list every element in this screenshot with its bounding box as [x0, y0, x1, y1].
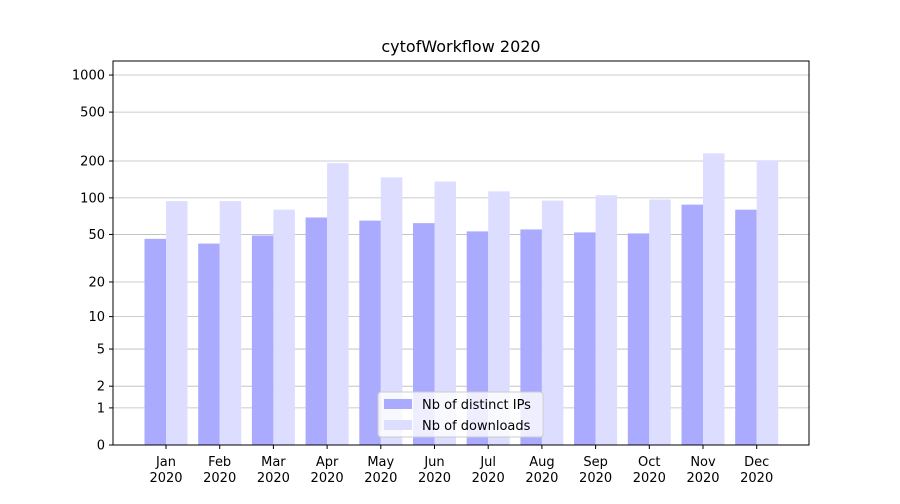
bar: [574, 232, 596, 445]
bar: [520, 229, 542, 445]
bar: [198, 243, 220, 445]
x-tick-label: Jul 2020: [472, 455, 505, 486]
chart-title: cytofWorkflow 2020: [381, 37, 540, 56]
x-tick-label: May 2020: [364, 455, 397, 486]
bar: [756, 160, 779, 446]
bar: [219, 201, 242, 445]
y-tick-label: 20: [88, 275, 105, 290]
bar: [327, 163, 349, 446]
bar: [434, 181, 456, 445]
legend: Nb of distinct IPs Nb of downloads: [377, 391, 544, 438]
y-tick-label: 0: [97, 439, 105, 454]
legend-label: Nb of downloads: [422, 419, 531, 434]
x-tick-label: Feb 2020: [203, 455, 236, 486]
bar: [649, 199, 671, 445]
legend-swatch: [384, 399, 412, 409]
bar: [251, 235, 274, 445]
x-tick-label: Jun 2020: [418, 455, 451, 486]
bar: [273, 209, 295, 445]
bar: [305, 217, 328, 445]
y-tick-label: 1000: [72, 69, 105, 84]
y-tick-label: 2: [97, 380, 105, 395]
y-tick-label: 50: [88, 228, 105, 243]
y-tick-label: 5: [97, 343, 105, 358]
bar: [703, 153, 725, 445]
bar: [595, 195, 618, 445]
bar: [166, 201, 188, 445]
x-tick-label: Nov 2020: [686, 455, 719, 486]
bar: [541, 200, 564, 445]
bar: [627, 233, 650, 445]
x-tick-label: Sep 2020: [579, 455, 612, 486]
y-tick-label: 200: [80, 155, 105, 170]
x-tick-label: Jan 2020: [149, 455, 182, 486]
bars: [144, 153, 779, 446]
bar: [488, 191, 510, 445]
x-tick-label: Apr 2020: [311, 455, 344, 486]
y-tick-label: 10: [88, 310, 105, 325]
x-tick-label: Dec 2020: [740, 455, 773, 486]
bar: [144, 238, 166, 445]
y-tick-label: 100: [80, 191, 105, 206]
legend-label: Nb of distinct IPs: [422, 398, 531, 413]
x-tick-label: Aug 2020: [525, 455, 558, 486]
legend-swatch: [384, 420, 412, 430]
axes-frame: [112, 60, 810, 446]
y-tick-label: 500: [80, 106, 105, 121]
bar: [735, 209, 757, 445]
x-tick-label: Oct 2020: [633, 455, 666, 486]
labels: 0 1 2 5 10 20 50 100 200 500 1000 Jan 2020 Feb 2020 Mar…: [72, 69, 773, 486]
y-tick-label: 1: [97, 401, 105, 416]
legend-box: [377, 391, 544, 438]
bar: [359, 220, 381, 445]
bar: [413, 223, 435, 445]
bar: [681, 204, 703, 445]
x-tick-label: Mar 2020: [257, 455, 290, 486]
bar: [380, 177, 403, 446]
